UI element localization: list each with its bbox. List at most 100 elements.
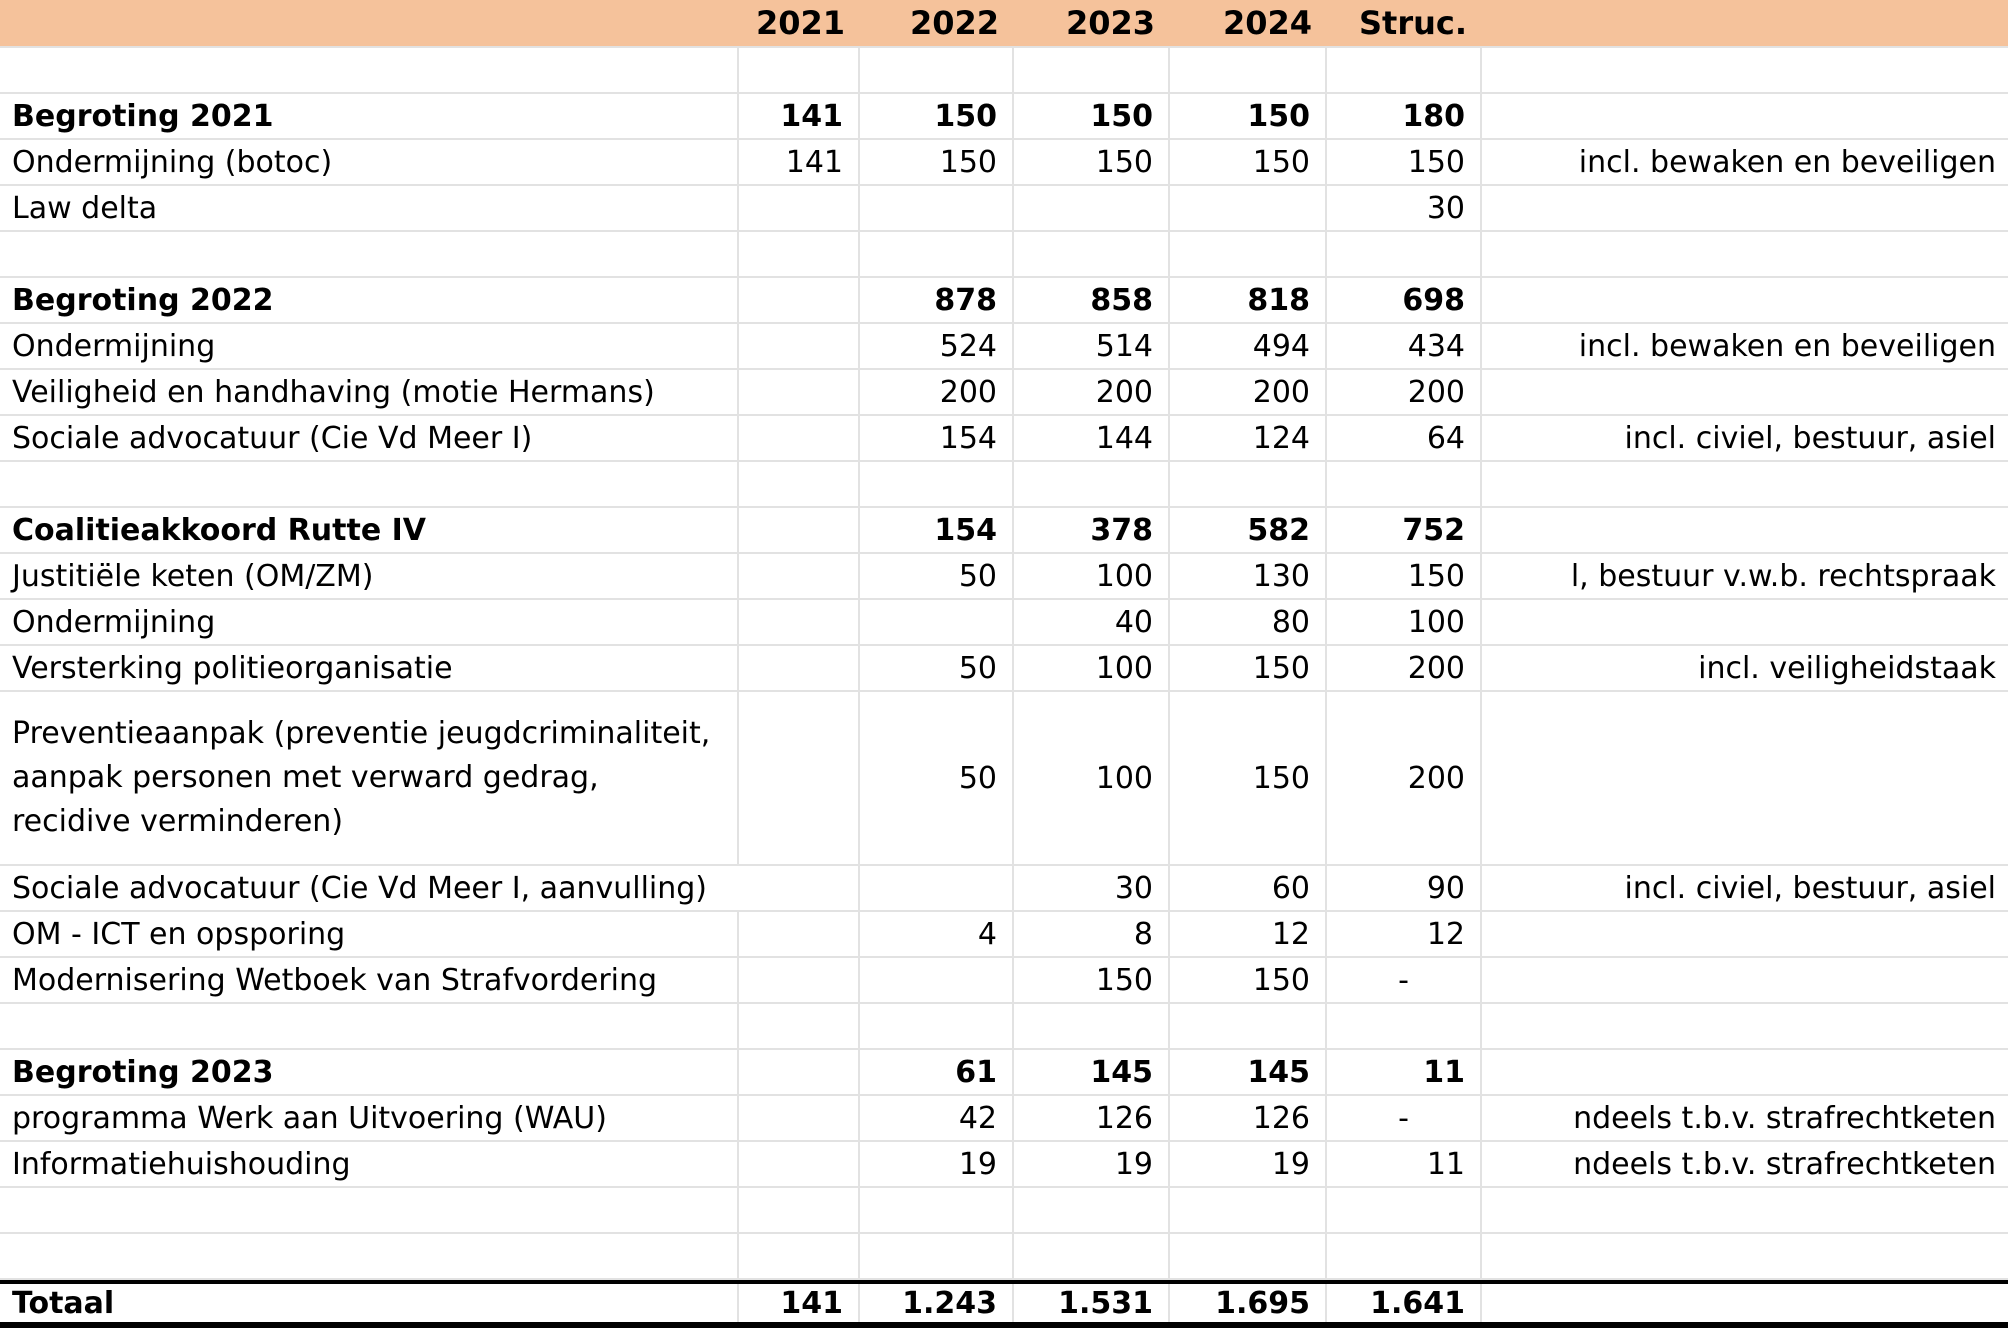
value-cell-2024: 150 <box>1170 958 1327 1004</box>
value-cell-2024: 200 <box>1170 370 1327 416</box>
item-row: Justitiële keten (OM/ZM) 50 100 130 150 l, be… <box>0 554 2008 600</box>
value-cell-2022: 42 <box>860 1096 1014 1142</box>
value-cell-2023: 19 <box>1014 1142 1170 1188</box>
value-cell-2024: 145 <box>1170 1050 1327 1096</box>
row-label: Sociale advocatuur (Cie Vd Meer I) <box>0 416 739 462</box>
header-cell-2022: 2022 <box>860 0 1014 48</box>
value-cell-2022: 50 <box>860 554 1014 600</box>
value-cell-struc: 12 <box>1327 912 1482 958</box>
row-label: Veiligheid en handhaving (motie Hermans) <box>0 370 739 416</box>
value-cell-struc: 200 <box>1327 646 1482 692</box>
value-cell-struc: 64 <box>1327 416 1482 462</box>
value-cell-2024: 582 <box>1170 508 1327 554</box>
blank-row <box>0 1004 2008 1050</box>
note-cell <box>1482 508 2008 554</box>
row-label: programma Werk aan Uitvoering (WAU) <box>0 1096 739 1142</box>
value-cell-2022: 50 <box>860 692 1014 866</box>
value-cell-struc: 150 <box>1327 554 1482 600</box>
value-cell-struc: 90 <box>1327 866 1482 912</box>
value-cell-2021 <box>739 1004 860 1050</box>
value-cell-2022 <box>860 958 1014 1004</box>
value-cell-2024: 150 <box>1170 646 1327 692</box>
value-cell-2022 <box>860 186 1014 232</box>
value-cell-2024: 80 <box>1170 600 1327 646</box>
header-cell-notes <box>1482 0 2008 48</box>
row-label <box>0 1234 739 1280</box>
row-label <box>0 462 739 508</box>
value-cell-2024: 494 <box>1170 324 1327 370</box>
value-cell-2022: 154 <box>860 416 1014 462</box>
header-cell-2023: 2023 <box>1014 0 1170 48</box>
note-cell <box>1482 958 2008 1004</box>
value-cell-struc: - <box>1327 958 1482 1004</box>
value-cell-2024: 130 <box>1170 554 1327 600</box>
item-row: Preventieaanpak (preventie jeugdcriminal… <box>0 692 2008 866</box>
blank-row <box>0 1234 2008 1280</box>
row-label <box>0 232 739 278</box>
value-cell-2021: 141 <box>739 140 860 186</box>
value-cell-2022 <box>860 48 1014 94</box>
section-row: Begroting 2022 878 858 818 698 <box>0 278 2008 324</box>
row-label: Law delta <box>0 186 739 232</box>
value-cell-2024: 150 <box>1170 692 1327 866</box>
value-cell-2023: 378 <box>1014 508 1170 554</box>
value-cell-struc: 180 <box>1327 94 1482 140</box>
value-cell-2022 <box>860 1234 1014 1280</box>
item-row: Ondermijning 40 80 100 <box>0 600 2008 646</box>
value-cell-2022: 150 <box>860 94 1014 140</box>
value-cell-2024: 12 <box>1170 912 1327 958</box>
value-cell-struc <box>1327 1188 1482 1234</box>
value-cell-2023: 858 <box>1014 278 1170 324</box>
row-label <box>0 1004 739 1050</box>
value-cell-2021 <box>739 554 860 600</box>
item-row: OM - ICT en opsporing 4 8 12 12 <box>0 912 2008 958</box>
row-label: Modernisering Wetboek van Strafvordering <box>0 958 739 1004</box>
value-cell-struc: 200 <box>1327 692 1482 866</box>
value-cell-2022: 61 <box>860 1050 1014 1096</box>
note-cell: incl. bewaken en beveiligen <box>1482 324 2008 370</box>
value-cell-2023 <box>1014 1234 1170 1280</box>
value-cell-2023: 150 <box>1014 958 1170 1004</box>
value-cell-2023: 200 <box>1014 370 1170 416</box>
value-cell-2021 <box>739 508 860 554</box>
value-cell-2022 <box>860 1188 1014 1234</box>
item-row: Modernisering Wetboek van Strafvordering… <box>0 958 2008 1004</box>
row-label: Ondermijning <box>0 600 739 646</box>
row-label: Ondermijning (botoc) <box>0 140 739 186</box>
value-cell-2022: 50 <box>860 646 1014 692</box>
row-label: Coalitieakkoord Rutte IV <box>0 508 739 554</box>
value-cell-2021 <box>739 324 860 370</box>
note-cell <box>1482 462 2008 508</box>
item-row: Ondermijning (botoc) 141 150 150 150 150 incl.… <box>0 140 2008 186</box>
note-cell <box>1482 600 2008 646</box>
note-cell: incl. bewaken en beveiligen <box>1482 140 2008 186</box>
value-cell-struc: 150 <box>1327 140 1482 186</box>
value-cell-2022 <box>860 600 1014 646</box>
value-cell-2023 <box>1014 1188 1170 1234</box>
note-cell: ndeels t.b.v. strafrechtketen <box>1482 1096 2008 1142</box>
value-cell-struc: 1.641 <box>1327 1284 1482 1322</box>
item-row: Veiligheid en handhaving (motie Hermans)… <box>0 370 2008 416</box>
value-cell-2023: 150 <box>1014 94 1170 140</box>
value-cell-struc: 11 <box>1327 1142 1482 1188</box>
value-cell-2022: 154 <box>860 508 1014 554</box>
value-cell-2021: 141 <box>739 1284 860 1322</box>
value-cell-2024: 1.695 <box>1170 1284 1327 1322</box>
header-cell-2024: 2024 <box>1170 0 1327 48</box>
value-cell-2023 <box>1014 48 1170 94</box>
header-cell-struc: Struc. <box>1327 0 1482 48</box>
blank-row <box>0 48 2008 94</box>
value-cell-2021 <box>739 866 860 912</box>
note-cell <box>1482 278 2008 324</box>
item-row: Sociale advocatuur (Cie Vd Meer I, aanvu… <box>0 866 2008 912</box>
value-cell-struc: - <box>1327 1096 1482 1142</box>
blank-row <box>0 232 2008 278</box>
table-body: Begroting 2021 141 150 150 150 180 Ondermijnin… <box>0 48 2008 1328</box>
table-header-row: 2021 2022 2023 2024 Struc. <box>0 0 2008 48</box>
value-cell-2021: 141 <box>739 94 860 140</box>
value-cell-2021 <box>739 232 860 278</box>
value-cell-struc: 11 <box>1327 1050 1482 1096</box>
value-cell-2023: 30 <box>1014 866 1170 912</box>
value-cell-2023: 40 <box>1014 600 1170 646</box>
